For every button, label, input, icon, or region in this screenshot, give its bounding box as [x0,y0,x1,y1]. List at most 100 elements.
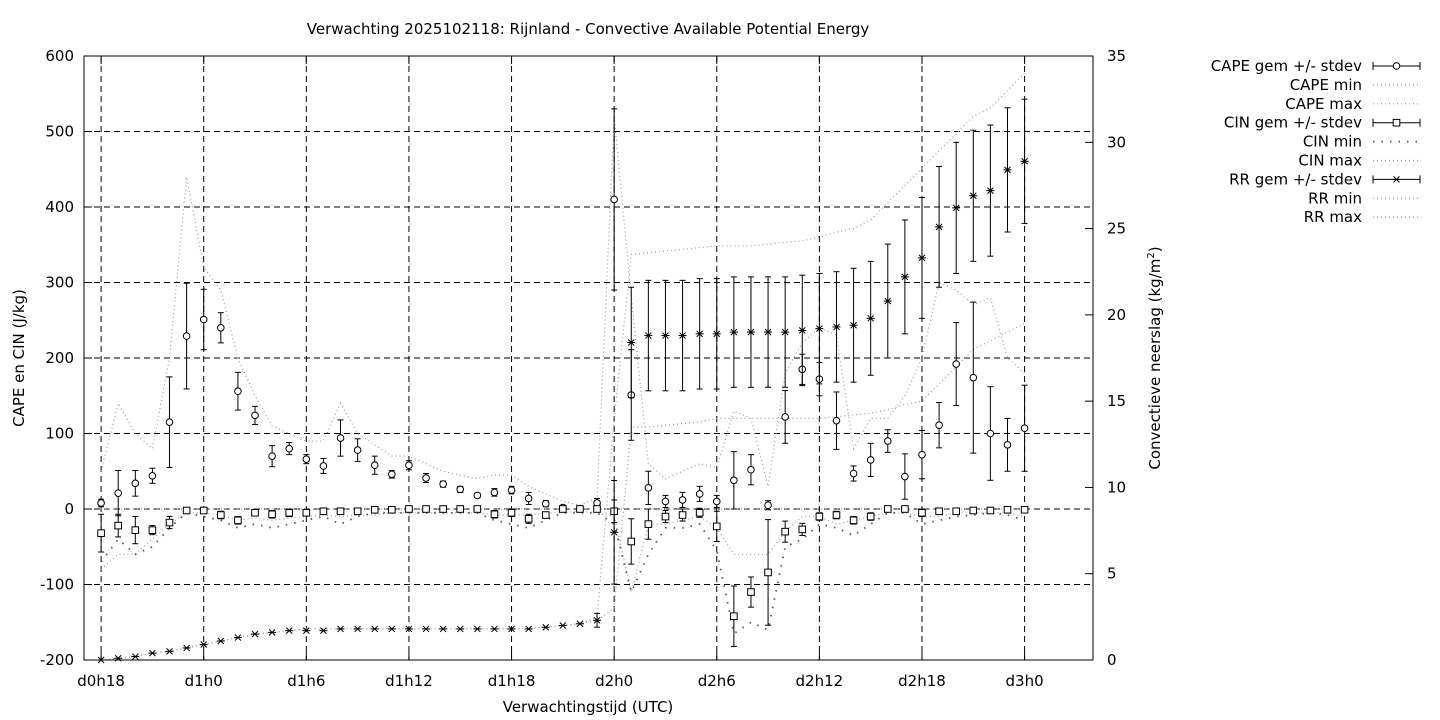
star-stroke [576,620,584,628]
star-stroke [422,625,430,633]
star-stroke [200,641,208,648]
data-point [473,491,482,500]
y2-tick-label: 25 [1107,220,1126,238]
data-point [456,625,465,633]
data-point [422,625,431,633]
data-point [661,497,670,506]
data-point [849,321,858,329]
star-stroke [730,328,738,336]
data-point [695,490,704,498]
data-point [1020,505,1029,514]
data-point [234,516,242,525]
data-point [268,629,277,636]
y-tick-label: -100 [40,576,74,594]
data-point [746,328,755,336]
data-point [661,512,670,521]
data-point [764,328,773,336]
y-tick-label: 100 [45,425,74,443]
data-point [730,476,738,485]
x-axis-label: Verwachtingstijd (UTC) [503,698,674,716]
legend-label: CIN max [1298,152,1362,170]
data-point [233,634,242,641]
data-point [593,616,602,624]
star-stroke [918,254,926,262]
data-point [182,332,191,340]
data-point [370,625,379,633]
series-line [101,322,1025,661]
data-point [353,446,362,454]
data-point [935,421,943,429]
star-stroke [593,616,601,624]
data-point [883,437,892,445]
data-point [97,499,105,507]
data-point [712,330,721,338]
gridlines [84,56,1093,660]
series-cape-gem-stdev [97,108,1029,517]
x-tick-label: d1h12 [385,672,433,690]
chart-title: Verwachting 2025102118: Rijnland - Conve… [307,20,870,38]
data-point [405,505,413,513]
legend-label: RR max [1304,208,1362,226]
star-stroke [1021,157,1028,165]
star-stroke [850,321,857,329]
data-point [456,485,465,494]
data-point [353,507,362,516]
data-point [952,204,961,212]
data-point [866,512,875,521]
y2-tick-label: 5 [1107,565,1117,583]
series-layer [97,72,1029,664]
star-stroke [884,297,892,305]
data-point [114,521,123,530]
data-point [832,323,841,331]
data-point [490,488,499,497]
data-point [182,506,191,515]
data-point [900,273,909,281]
y-tick-label: 400 [45,198,74,216]
y2-tick-label: 35 [1107,47,1126,65]
star-stroke [867,314,875,322]
star-stroke [833,323,840,331]
data-point [302,508,311,517]
star-stroke [166,648,173,655]
data-point [969,192,978,200]
data-point [473,505,482,513]
data-point [575,620,584,628]
data-point [695,508,704,517]
x-tick-label: d2h0 [595,672,633,690]
data-point [216,637,225,645]
star-stroke [491,625,498,633]
data-point [986,429,995,438]
data-point [969,373,978,382]
data-point [644,484,653,492]
data-point [849,469,858,478]
data-point [524,494,533,503]
x-tick-label: d3h0 [1006,672,1044,690]
y2-tick-label: 0 [1107,651,1117,669]
y2-tick-label: 20 [1107,306,1126,324]
series-line [101,72,1026,661]
data-point [507,508,516,517]
legend-label: CIN min [1303,133,1362,151]
x-tick-label: d2h6 [698,672,736,690]
star-stroke [473,625,481,633]
star-stroke [405,625,413,633]
data-point [131,653,140,660]
data-point [404,625,413,633]
data-point [559,505,567,513]
data-point [388,505,396,514]
star-stroke [713,330,721,338]
data-point [1020,157,1029,165]
data-point [251,630,260,638]
data-point [729,328,738,336]
data-point [473,625,482,633]
star-stroke [508,625,515,633]
data-point [165,648,174,655]
star-stroke [969,192,977,200]
star-stroke [781,328,789,336]
data-point [217,511,225,519]
data-point [764,501,772,510]
star-stroke [798,327,806,334]
data-point [182,644,191,652]
data-point [490,510,499,519]
